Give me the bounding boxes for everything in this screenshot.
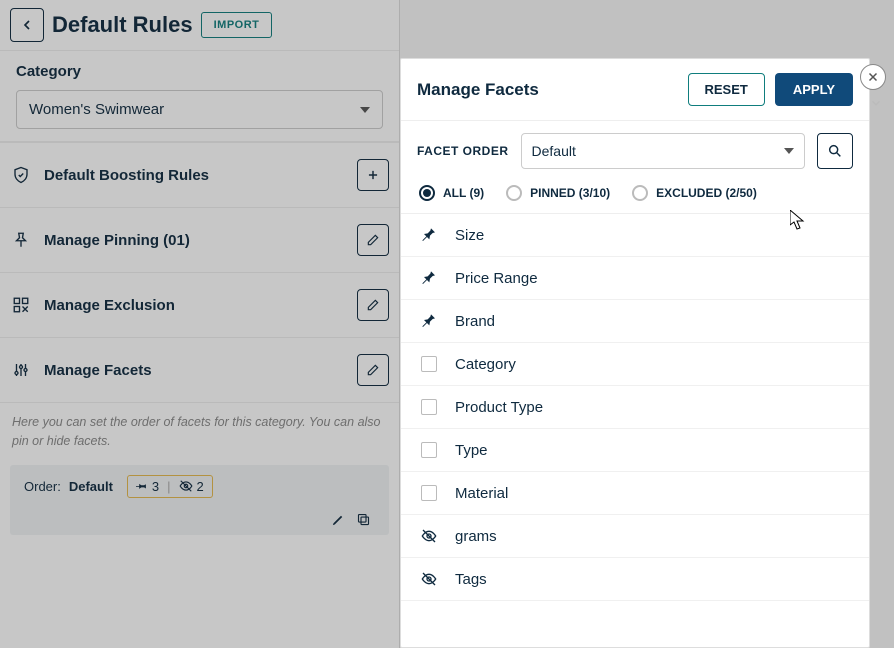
edit-icon [366, 298, 380, 312]
order-card: Order: Default 3 | 2 [10, 465, 389, 535]
back-button[interactable] [10, 8, 44, 42]
facet-list: Size Price Range Brand Category Product Type… [401, 214, 869, 601]
category-section: Category Women's Swimwear [0, 51, 399, 142]
reset-button[interactable]: RESET [688, 73, 765, 106]
close-icon [867, 71, 879, 83]
facet-row[interactable]: Material [401, 472, 869, 515]
eye-off-icon [419, 526, 439, 546]
pinning-row[interactable]: Manage Pinning (01) [0, 208, 399, 273]
pin-icon [136, 480, 148, 492]
filter-all[interactable]: ALL (9) [419, 185, 484, 201]
pin-icon [419, 311, 439, 331]
exclusion-label: Manage Exclusion [44, 297, 175, 314]
shield-icon [12, 166, 30, 184]
add-boosting-button[interactable] [357, 159, 389, 191]
checkbox [419, 397, 439, 417]
facet-row[interactable]: Tags [401, 558, 869, 601]
pin-icon [419, 225, 439, 245]
boosting-label: Default Boosting Rules [44, 167, 209, 184]
filter-pinned[interactable]: PINNED (3/10) [506, 185, 610, 201]
pin-icon [419, 268, 439, 288]
category-label: Category [16, 63, 383, 80]
facets-row[interactable]: Manage Facets [0, 338, 399, 403]
facet-row[interactable]: Product Type [401, 386, 869, 429]
facet-row[interactable]: grams [401, 515, 869, 558]
cursor-icon [790, 210, 806, 230]
hidden-count-badge: 2 [179, 479, 204, 494]
radio-icon [632, 185, 648, 201]
facets-helper-text: Here you can set the order of facets for… [0, 403, 399, 451]
close-panel-button[interactable] [860, 64, 886, 90]
facet-name: Type [455, 442, 488, 459]
exclusion-icon [12, 296, 30, 314]
edit-icon [366, 363, 380, 377]
eye-off-icon [419, 569, 439, 589]
copy-icon[interactable] [356, 512, 371, 527]
category-selected-value: Women's Swimwear [29, 101, 164, 118]
eye-off-icon [179, 479, 193, 493]
edit-pinning-button[interactable] [357, 224, 389, 256]
panel-title: Manage Facets [417, 80, 539, 100]
checkbox [419, 483, 439, 503]
page-title: Default Rules [52, 12, 193, 38]
counts-badge: 3 | 2 [127, 475, 213, 498]
pinned-count-badge: 3 [136, 479, 159, 494]
facet-name: Tags [455, 571, 487, 588]
pencil-icon[interactable] [331, 512, 346, 527]
import-button[interactable]: IMPORT [201, 12, 273, 38]
plus-icon [366, 168, 380, 182]
edit-exclusion-button[interactable] [357, 289, 389, 321]
pin-icon [12, 231, 30, 249]
boosting-rules-row[interactable]: Default Boosting Rules [0, 142, 399, 208]
chevron-down-icon [869, 96, 883, 110]
order-label: Order: [24, 479, 61, 494]
facet-name: Category [455, 356, 516, 373]
manage-facets-panel: Manage Facets RESET APPLY FACET ORDER De… [400, 58, 870, 648]
radio-icon [506, 185, 522, 201]
arrow-left-icon [19, 17, 35, 33]
facet-row[interactable]: Category [401, 343, 869, 386]
filter-icon [12, 361, 30, 379]
exclusion-row[interactable]: Manage Exclusion [0, 273, 399, 338]
facet-name: Brand [455, 313, 495, 330]
facet-row[interactable]: Price Range [401, 257, 869, 300]
edit-facets-button[interactable] [357, 354, 389, 386]
facet-name: Size [455, 227, 484, 244]
facet-name: grams [455, 528, 497, 545]
pinning-label: Manage Pinning (01) [44, 232, 190, 249]
category-select[interactable]: Women's Swimwear [16, 90, 383, 129]
checkbox [419, 354, 439, 374]
facets-label: Manage Facets [44, 362, 152, 379]
facet-name: Product Type [455, 399, 543, 416]
page-header: Default Rules IMPORT [0, 0, 399, 51]
facet-row[interactable]: Type [401, 429, 869, 472]
order-value: Default [69, 479, 113, 494]
checkbox [419, 440, 439, 460]
facet-order-label: FACET ORDER [417, 144, 509, 158]
facet-order-select[interactable]: Default [521, 133, 805, 169]
facet-row[interactable]: Brand [401, 300, 869, 343]
edit-icon [366, 233, 380, 247]
facet-order-value: Default [532, 143, 576, 159]
radio-icon [419, 185, 435, 201]
search-icon [827, 143, 843, 159]
facet-name: Material [455, 485, 508, 502]
facet-name: Price Range [455, 270, 538, 287]
chevron-down-icon [360, 107, 370, 113]
filter-excluded[interactable]: EXCLUDED (2/50) [632, 185, 757, 201]
search-button[interactable] [817, 133, 853, 169]
apply-button[interactable]: APPLY [775, 73, 853, 106]
chevron-down-icon [784, 148, 794, 154]
